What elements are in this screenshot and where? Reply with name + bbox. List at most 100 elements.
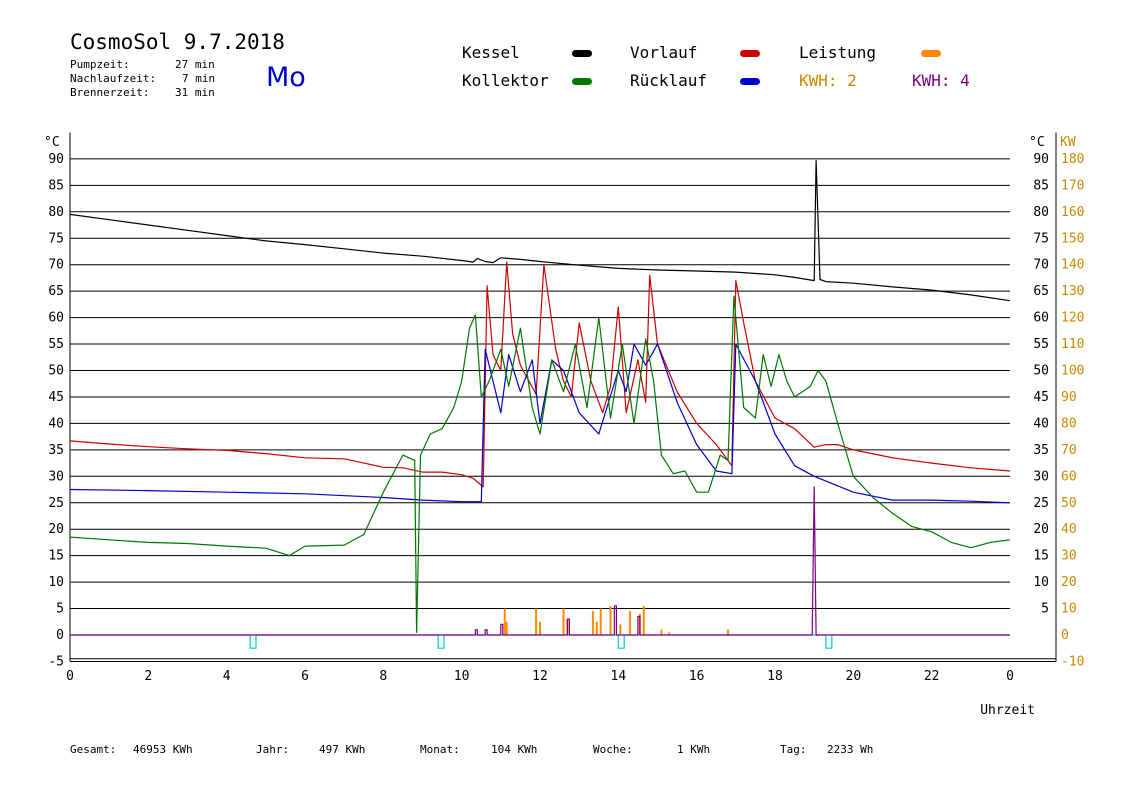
y-tick-right-temp-4: 70 — [1033, 258, 1049, 273]
legend-kessel-label: Kessel — [462, 43, 520, 62]
y-tick-right-power-5: 130 — [1061, 284, 1084, 299]
x-tick-3: 6 — [301, 669, 309, 684]
tag-label: Tag: — [780, 743, 807, 756]
y-tick-left-10: 40 — [48, 416, 64, 431]
y-tick-right-power-13: 50 — [1061, 496, 1077, 511]
day-label: Mo — [266, 62, 306, 93]
series-line-kwh4 — [70, 486, 1010, 636]
y-tick-right-power-8: 100 — [1061, 364, 1084, 379]
y-tick-right-temp-6: 60 — [1033, 311, 1049, 326]
x-tick-9: 18 — [767, 669, 783, 684]
legend-vorlauf-label: Vorlauf — [630, 43, 698, 62]
y-tick-right-power-17: 10 — [1061, 602, 1077, 617]
x-tick-10: 20 — [846, 669, 862, 684]
x-tick-6: 12 — [532, 669, 548, 684]
y-tick-right-temp-14: 20 — [1033, 522, 1049, 537]
y-tick-right-temp-7: 55 — [1033, 337, 1049, 352]
brennerzeit-value: 31 min — [175, 86, 215, 99]
y-tick-left-16: 10 — [48, 575, 64, 590]
y-tick-right-temp-13: 25 — [1033, 496, 1049, 511]
legend-ruecklauf-swatch — [740, 78, 760, 85]
y-tick-right-power-15: 30 — [1061, 549, 1077, 564]
chart-title: CosmoSol 9.7.2018 — [70, 30, 285, 54]
y-tick-left-8: 50 — [48, 364, 64, 379]
gesamt-label: Gesamt: — [70, 743, 117, 756]
woche-value: 1 KWh — [677, 743, 711, 756]
y-tick-right-power-18: 0 — [1061, 628, 1069, 643]
x-tick-11: 22 — [924, 669, 940, 684]
y-tick-left-5: 65 — [48, 284, 64, 299]
x-tick-1: 2 — [144, 669, 152, 684]
legend-ruecklauf-label: Rücklauf — [630, 71, 708, 90]
y-tick-left-2: 80 — [48, 205, 64, 220]
series-line-kollektor — [69, 295, 1011, 634]
y-tick-right-power-4: 140 — [1061, 258, 1084, 273]
y-tick-left-12: 30 — [48, 469, 64, 484]
y-tick-left-15: 15 — [48, 549, 64, 564]
legend-kwh2-label: KWH: 2 — [799, 71, 857, 90]
pumpzeit-value: 27 min — [175, 58, 215, 71]
y-tick-left-7: 55 — [48, 337, 64, 352]
y-tick-right-power-0: 180 — [1061, 152, 1084, 167]
woche-label: Woche: — [593, 743, 633, 756]
nachlaufzeit-value: 7 min — [182, 72, 216, 85]
y-tick-right-temp-1: 85 — [1033, 178, 1049, 193]
y-tick-right-temp-5: 65 — [1033, 284, 1049, 299]
legend-kwh4-label: KWH: 4 — [912, 71, 970, 90]
y-tick-right-power-9: 90 — [1061, 390, 1077, 405]
x-axis-label: Uhrzeit — [980, 703, 1035, 718]
y-tick-right-power-12: 60 — [1061, 469, 1077, 484]
y-tick-left-0: 90 — [48, 152, 64, 167]
y-tick-right-power-1: 170 — [1061, 178, 1084, 193]
y-tick-left-13: 25 — [48, 496, 64, 511]
y-tick-right-power-16: 20 — [1061, 575, 1077, 590]
y-tick-right-power-2: 160 — [1061, 205, 1084, 220]
y-tick-left-14: 20 — [48, 522, 64, 537]
legend-kollektor-label: Kollektor — [462, 71, 549, 90]
y-tick-right-temp-10: 40 — [1033, 416, 1049, 431]
y-tick-left-1: 85 — [48, 178, 64, 193]
legend-leistung-label: Leistung — [799, 43, 877, 62]
y-tick-right-temp-15: 15 — [1033, 549, 1049, 564]
legend-kessel-swatch — [572, 50, 592, 57]
monat-label: Monat: — [420, 743, 460, 756]
monat-value: 104 KWh — [491, 743, 538, 756]
y-tick-right-power-3: 150 — [1061, 231, 1084, 246]
gesamt-value: 46953 KWh — [133, 743, 193, 756]
y-tick-right-temp-9: 45 — [1033, 390, 1049, 405]
jahr-label: Jahr: — [256, 743, 290, 756]
y-tick-right-power-19: -10 — [1061, 654, 1084, 669]
y-tick-left-18: 0 — [56, 628, 64, 643]
series-line-kessel — [69, 159, 1011, 302]
y-tick-left-3: 75 — [48, 231, 64, 246]
x-tick-2: 4 — [223, 669, 231, 684]
y-tick-right-power-6: 120 — [1061, 311, 1084, 326]
y-tick-right-temp-12: 30 — [1033, 469, 1049, 484]
y-tick-right-power-10: 80 — [1061, 416, 1077, 431]
y-tick-right-temp-3: 75 — [1033, 231, 1049, 246]
y-tick-right-temp-16: 10 — [1033, 575, 1049, 590]
brennerzeit-label: Brennerzeit: — [70, 86, 150, 99]
y-tick-right-power-11: 70 — [1061, 443, 1077, 458]
y-label-left: °C — [44, 135, 60, 150]
y-tick-left-17: 5 — [56, 602, 64, 617]
y-label-right-power: KW — [1060, 135, 1076, 150]
nachlaufzeit-label: Nachlaufzeit: — [70, 72, 157, 85]
series-line-vorlauf — [69, 261, 1011, 488]
legend-kollektor-swatch — [572, 78, 592, 85]
y-tick-right-power-14: 40 — [1061, 522, 1077, 537]
y-tick-right-temp-11: 35 — [1033, 443, 1049, 458]
tag-value: 2233 Wh — [827, 743, 874, 756]
x-tick-8: 16 — [689, 669, 705, 684]
x-tick-0: 0 — [66, 669, 74, 684]
y-tick-right-power-7: 110 — [1061, 337, 1084, 352]
y-tick-right-temp-8: 50 — [1033, 364, 1049, 379]
y-tick-left-9: 45 — [48, 390, 64, 405]
x-tick-7: 14 — [611, 669, 627, 684]
legend-leistung-swatch — [921, 50, 941, 57]
x-tick-12: 0 — [1006, 669, 1014, 684]
y-tick-right-temp-2: 80 — [1033, 205, 1049, 220]
y-tick-left-19: -5 — [48, 654, 64, 669]
y-tick-left-6: 60 — [48, 311, 64, 326]
